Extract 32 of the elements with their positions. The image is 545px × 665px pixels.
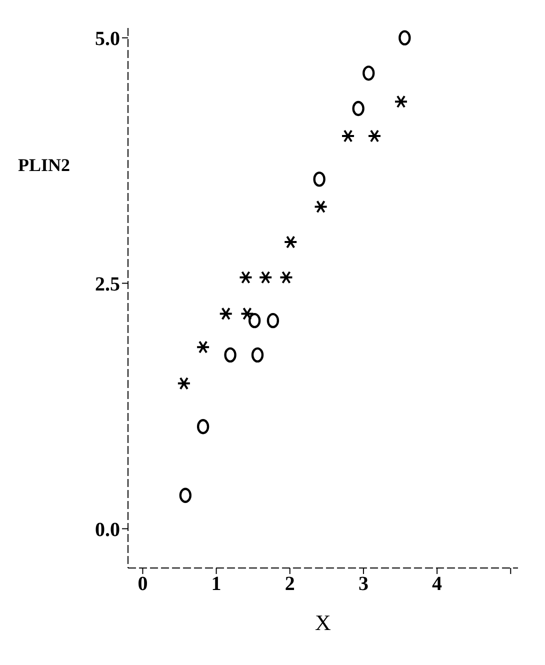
x-tick-label: 4 <box>432 573 442 596</box>
point <box>238 270 253 284</box>
point <box>284 236 298 249</box>
point <box>368 130 382 142</box>
x-tick-label: 2 <box>284 573 295 596</box>
point <box>179 488 192 503</box>
x-axis-title: X <box>315 610 332 635</box>
x-tick-label: 3 <box>358 573 368 596</box>
point <box>224 347 236 363</box>
point <box>352 100 364 116</box>
point <box>398 30 411 46</box>
point <box>248 312 261 328</box>
point <box>341 130 356 142</box>
point <box>251 347 264 363</box>
point <box>362 66 375 81</box>
point <box>258 270 273 284</box>
point <box>218 307 233 320</box>
x-tick-label: 0 <box>138 573 148 596</box>
point <box>240 307 254 320</box>
x-tick-label: 1 <box>211 573 222 596</box>
point <box>196 340 210 354</box>
point <box>313 172 326 187</box>
y-tick-label: 0.0 <box>95 518 120 541</box>
point <box>314 200 328 214</box>
y-tick-label: 2.5 <box>95 273 120 296</box>
point <box>176 376 191 390</box>
y-tick-label: 5.0 <box>95 28 120 50</box>
point <box>196 419 210 434</box>
point <box>394 95 408 108</box>
y-axis-title: PLIN2 <box>18 154 70 175</box>
point <box>266 312 280 328</box>
point <box>279 270 294 284</box>
